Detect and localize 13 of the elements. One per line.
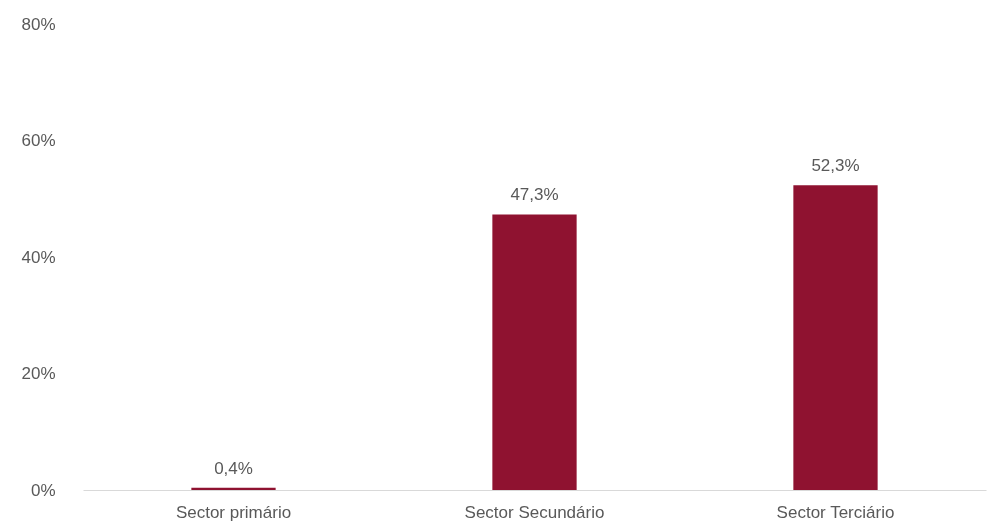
y-tick-label: 60% xyxy=(21,131,56,150)
y-tick-label: 20% xyxy=(21,364,56,383)
data-label: 47,3% xyxy=(510,185,559,205)
data-label: 52,3% xyxy=(811,156,860,176)
x-tick-label: Sector Terciário xyxy=(776,502,895,522)
y-tick-label: 80% xyxy=(21,14,56,34)
data-label: 0,4% xyxy=(214,458,253,478)
y-tick-label: 40% xyxy=(21,247,56,267)
bar xyxy=(492,214,577,490)
x-tick-label: Sector primário xyxy=(175,502,292,522)
bar xyxy=(793,185,878,490)
x-tick-label: Sector Secundário xyxy=(464,502,605,522)
y-tick-label: 0% xyxy=(30,480,56,500)
